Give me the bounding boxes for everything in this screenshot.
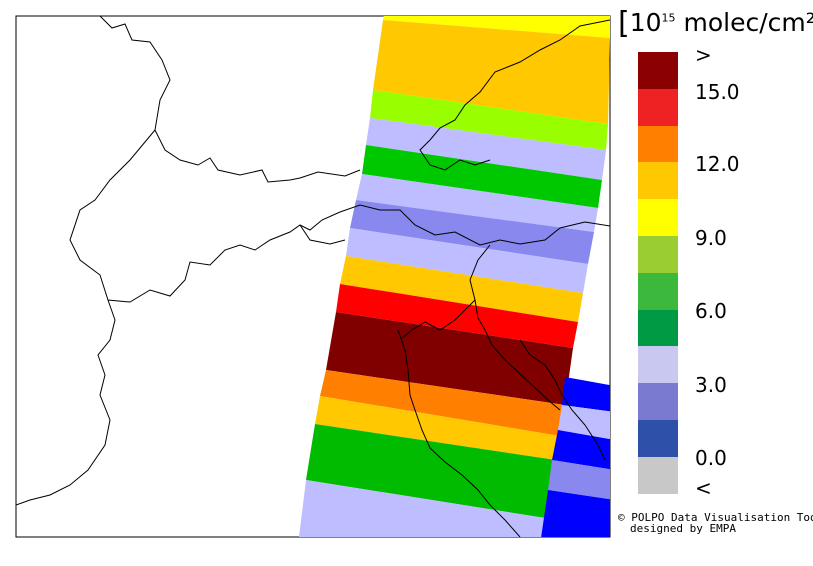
swath-band bbox=[362, 145, 602, 208]
swath-band-east bbox=[548, 460, 610, 500]
legend-title-prefix: 10 bbox=[629, 8, 662, 37]
swath-band bbox=[356, 174, 598, 232]
legend-swatch bbox=[638, 419, 678, 457]
swath-band bbox=[350, 200, 594, 264]
swath-band bbox=[346, 228, 588, 293]
legend-tick: 3.0 bbox=[695, 373, 727, 397]
legend-colorbar bbox=[638, 52, 678, 494]
legend-tick: < bbox=[695, 476, 712, 500]
swath-band bbox=[370, 90, 608, 150]
credit-line-1: © POLPO Data Visualisation Tool bbox=[618, 511, 813, 524]
coast-dalmatia bbox=[519, 339, 606, 461]
swath-band bbox=[306, 424, 556, 518]
border-austria-slovenia bbox=[419, 139, 491, 171]
swath-band bbox=[340, 256, 583, 322]
legend-tick: > bbox=[695, 43, 712, 67]
legend-tick: 6.0 bbox=[695, 299, 727, 323]
swath-band bbox=[383, 16, 610, 38]
legend-tick: 15.0 bbox=[695, 80, 740, 104]
satellite-swath bbox=[298, 16, 610, 537]
legend-swatch bbox=[638, 456, 678, 494]
legend-swatch bbox=[638, 272, 678, 310]
legend-swatch bbox=[638, 88, 678, 126]
border-italy-switzerland-east bbox=[299, 224, 346, 245]
border-italy-slovenia bbox=[469, 244, 491, 281]
border-italy-france bbox=[16, 299, 116, 506]
legend-swatch bbox=[638, 125, 678, 163]
legend-swatch bbox=[638, 162, 678, 200]
swath-band bbox=[320, 370, 565, 436]
legend-title: [1015 molec/cm²] bbox=[618, 4, 813, 41]
swath-band bbox=[298, 480, 545, 537]
legend-swatch bbox=[638, 346, 678, 384]
swath-band-east bbox=[558, 405, 610, 440]
swath-band bbox=[373, 20, 610, 124]
legend-swatch bbox=[638, 235, 678, 273]
swath-band-east bbox=[562, 377, 610, 412]
credit-text: © POLPO Data Visualisation Tool designed… bbox=[618, 512, 813, 534]
coast-istria bbox=[401, 299, 476, 339]
legend-swatch bbox=[638, 383, 678, 420]
legend-swatch bbox=[638, 199, 678, 236]
border-switzerland bbox=[69, 129, 341, 303]
border-austria-italy bbox=[339, 204, 610, 246]
swath-band-east bbox=[541, 490, 610, 537]
swath-band bbox=[315, 396, 560, 460]
border-austria-germany bbox=[429, 19, 610, 141]
swath-band bbox=[366, 118, 606, 180]
legend-bracket-open: [ bbox=[618, 6, 630, 41]
borders bbox=[16, 16, 610, 537]
legend-tick: 0.0 bbox=[695, 446, 727, 470]
border-slovenia-croatia bbox=[469, 279, 561, 411]
legend-swatch bbox=[638, 309, 678, 347]
coast-adriatic-west bbox=[397, 329, 521, 537]
legend-title-exponent: 15 bbox=[661, 11, 676, 25]
credit-line-2: designed by EMPA bbox=[630, 522, 736, 535]
swath-band bbox=[326, 312, 573, 405]
swath-band bbox=[336, 284, 578, 348]
legend-tick: 9.0 bbox=[695, 226, 727, 250]
border-france-germany bbox=[99, 16, 361, 183]
legend-swatch bbox=[638, 52, 678, 89]
legend-title-unit: molec/cm² bbox=[683, 8, 813, 37]
legend-tick: 12.0 bbox=[695, 152, 740, 176]
swath-band-east bbox=[552, 430, 610, 470]
